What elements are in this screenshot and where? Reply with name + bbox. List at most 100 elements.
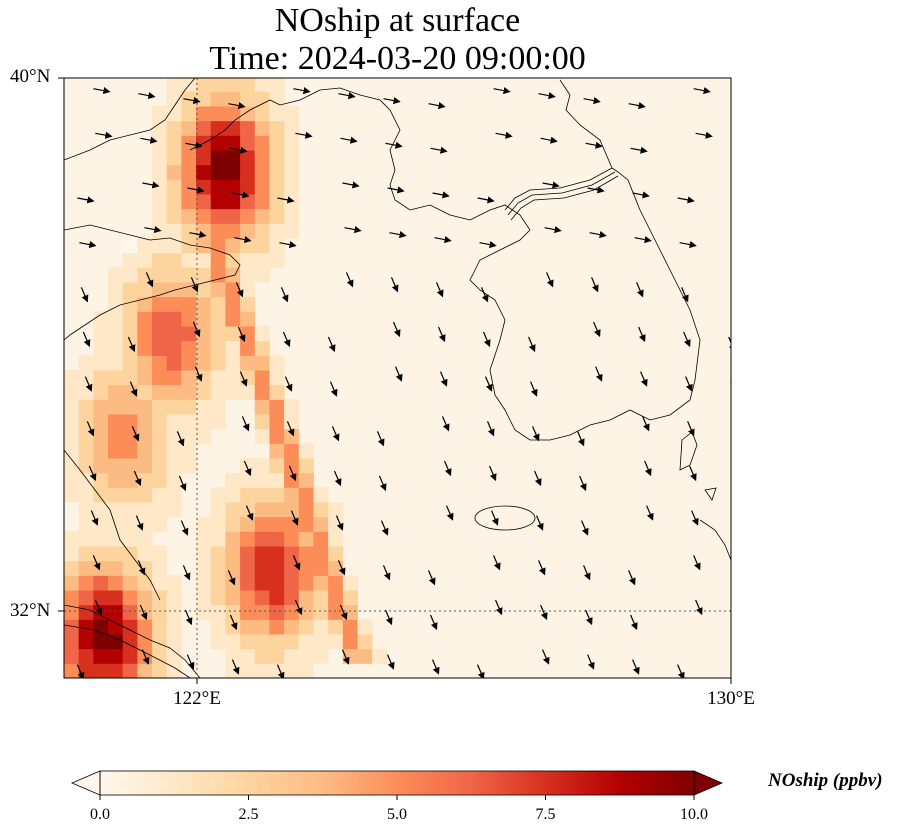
field-cell: [210, 252, 226, 268]
wind-arrow: [94, 599, 103, 616]
field-cell: [108, 472, 124, 488]
wind-arrow: [480, 287, 489, 303]
wind-arrow: [394, 366, 403, 382]
field-cell: [166, 340, 182, 356]
field-cell: [210, 340, 226, 356]
field-cell: [166, 78, 182, 92]
wind-arrow: [376, 431, 385, 447]
field-cell: [225, 120, 241, 136]
wind-arrow: [280, 287, 289, 303]
field-cell: [181, 399, 197, 415]
field-cell: [225, 590, 241, 606]
field-cell: [210, 150, 226, 166]
field-cell: [108, 634, 124, 650]
wind-arrow: [276, 664, 285, 678]
field-cell: [342, 619, 358, 635]
wind-arrow: [180, 520, 189, 536]
colorbar-label: NOship (ppbv): [768, 770, 883, 791]
field-cell: [181, 120, 197, 136]
wind-arrow: [331, 426, 340, 442]
field-cell: [269, 546, 285, 562]
field-cell: [254, 252, 270, 268]
field-cell: [313, 546, 329, 562]
field-cell: [225, 296, 241, 312]
wind-arrow: [192, 321, 201, 338]
field-cell: [254, 91, 270, 107]
wind-arrow: [137, 560, 146, 576]
field-cell: [269, 399, 285, 415]
field-cell: [210, 384, 226, 400]
field-cell: [78, 590, 94, 606]
wind-arrow: [642, 416, 650, 432]
wind-arrow: [492, 555, 501, 571]
field-cell: [269, 531, 285, 547]
field-cell: [240, 78, 256, 92]
wind-arrow: [338, 92, 356, 100]
field-cell: [254, 619, 270, 635]
field-cell: [240, 340, 256, 356]
field-cell: [137, 502, 153, 518]
wind-arrow: [190, 277, 199, 293]
field-cell: [181, 179, 197, 195]
wind-arrow: [640, 371, 648, 387]
wind-arrow: [392, 321, 401, 338]
field-cell: [254, 458, 270, 474]
field-cell: [240, 516, 256, 532]
field-cell: [225, 487, 241, 503]
field-cell: [64, 414, 80, 430]
field-cell: [254, 516, 270, 532]
field-cell: [240, 311, 256, 327]
field-cell: [254, 502, 270, 518]
field-cell: [240, 106, 256, 122]
field-cell: [152, 340, 168, 356]
field-cell: [298, 604, 314, 620]
field-cell: [78, 458, 94, 474]
wind-arrow: [340, 136, 358, 144]
field-cell: [210, 106, 226, 122]
wind-arrow: [735, 471, 741, 485]
wind-arrow: [486, 421, 495, 437]
field-cell: [254, 106, 270, 122]
field-cell: [357, 619, 373, 635]
wind-arrow: [127, 336, 136, 353]
field-cell: [254, 194, 270, 210]
field-cell: [181, 267, 197, 283]
field-cell: [225, 516, 241, 532]
field-cell: [240, 531, 256, 547]
field-cell: [210, 619, 226, 635]
field-cell: [298, 472, 314, 488]
colorbar-tick-3: 7.5: [535, 806, 556, 823]
field-cell: [93, 399, 109, 415]
wind-arrow: [593, 321, 601, 338]
field-cell: [152, 282, 168, 298]
field-cell: [284, 619, 300, 635]
field-cell: [122, 604, 138, 620]
wind-arrow: [739, 94, 755, 97]
field-cell: [93, 560, 109, 576]
field-cell: [210, 531, 226, 547]
wind-arrow: [86, 421, 95, 437]
field-cell: [108, 370, 124, 386]
field-cell: [254, 604, 270, 620]
wind-arrow: [542, 181, 560, 189]
field-cell: [254, 428, 270, 444]
field-cell: [181, 370, 197, 386]
field-cell: [166, 150, 182, 166]
field-cell: [64, 575, 80, 591]
field-cell: [284, 164, 300, 180]
wind-arrow: [477, 196, 495, 204]
field-cell: [196, 590, 212, 606]
wind-arrow: [384, 609, 393, 626]
field-cell: [64, 487, 80, 503]
field-cell: [225, 194, 241, 210]
wind-arrow: [443, 460, 452, 477]
field-cell: [254, 384, 270, 400]
field-cell: [313, 648, 329, 664]
lon-label-130: 130°E: [707, 688, 755, 709]
field-cell: [137, 531, 153, 547]
field-cell: [269, 208, 285, 224]
field-cell: [122, 487, 138, 503]
field-cell: [284, 531, 300, 547]
wind-arrow: [490, 510, 499, 526]
field-cell: [108, 311, 124, 327]
